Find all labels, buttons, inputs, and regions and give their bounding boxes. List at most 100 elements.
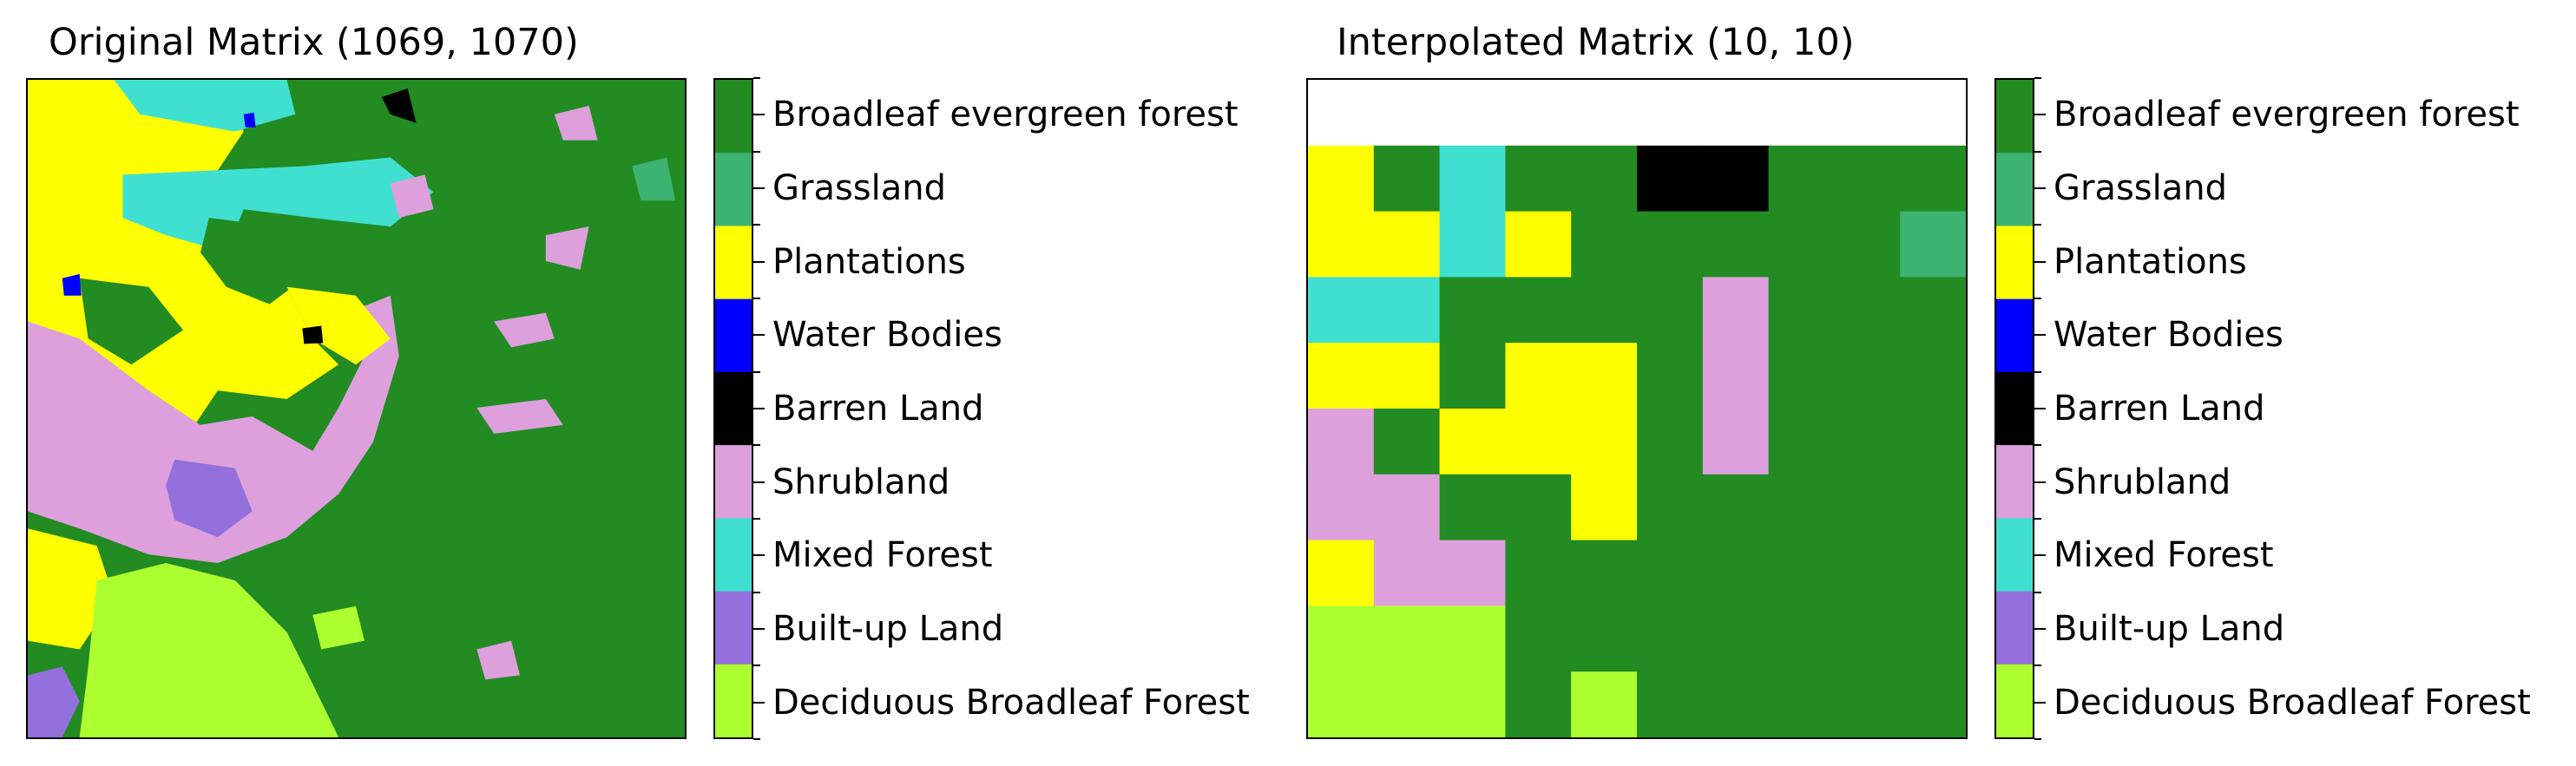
heatmap-cell-r5-c7 bbox=[1768, 409, 1835, 475]
heatmap-cell-r9-c6 bbox=[1702, 671, 1770, 737]
colorbar-minor-tick bbox=[753, 370, 760, 373]
colorbar-minor-tick bbox=[2034, 298, 2041, 299]
colorbar-minor-tick bbox=[2034, 591, 2041, 593]
colorbar-minor-tick bbox=[2034, 77, 2041, 79]
colorbar-swatch-interpolated-7 bbox=[1996, 591, 2033, 665]
colorbar-label: Shrubland bbox=[772, 462, 950, 502]
map-region-plantations-southwest bbox=[28, 528, 115, 650]
colorbar-swatch-original-1 bbox=[715, 153, 752, 226]
map-region-shrub-patch-3 bbox=[476, 399, 563, 434]
colorbar-minor-tick bbox=[753, 665, 760, 667]
heatmap-cell-r9-c2 bbox=[1439, 671, 1506, 737]
colorbar-swatch-original-8 bbox=[715, 664, 752, 737]
colorbar-swatch-interpolated-0 bbox=[1996, 80, 2033, 154]
heatmap-cell-r1-c3 bbox=[1505, 145, 1572, 213]
colorbar-label: Plantations bbox=[772, 241, 966, 282]
colorbar-label: Barren Land bbox=[772, 389, 984, 429]
heatmap-cell-r8-c9 bbox=[1900, 606, 1966, 672]
heatmap-cell-r6-c8 bbox=[1834, 474, 1901, 541]
colorbar-label: Broadleaf evergreen forest bbox=[2054, 95, 2520, 135]
heatmap-cell-r3-c2 bbox=[1439, 277, 1506, 344]
heatmap-cell-r1-c4 bbox=[1571, 145, 1638, 213]
heatmap-cell-r2-c4 bbox=[1571, 211, 1638, 278]
heatmap-cell-r7-c1 bbox=[1373, 540, 1441, 606]
heatmap-cell-r6-c3 bbox=[1505, 474, 1572, 541]
heatmap-cell-r6-c4 bbox=[1571, 474, 1638, 541]
colorbar-swatch-interpolated-3 bbox=[1996, 298, 2033, 373]
heatmap-cell-r5-c6 bbox=[1702, 409, 1770, 475]
heatmap-cell-r7-c8 bbox=[1834, 540, 1901, 606]
heatmap-cell-r2-c9 bbox=[1900, 211, 1966, 278]
heatmap-cell-r7-c3 bbox=[1505, 540, 1572, 606]
heatmap-cell-r9-c8 bbox=[1834, 671, 1901, 737]
heatmap-cell-r8-c8 bbox=[1834, 606, 1901, 672]
interpolated-matrix-heatmap bbox=[1306, 78, 1968, 739]
colorbar-major-tick bbox=[753, 114, 765, 116]
map-region-shrub-patch-2 bbox=[494, 312, 555, 348]
colorbar-minor-tick bbox=[753, 224, 760, 226]
colorbar-major-tick bbox=[2034, 334, 2046, 337]
heatmap-cell-r3-c8 bbox=[1834, 277, 1901, 344]
colorbar-minor-tick bbox=[753, 591, 760, 593]
heatmap-cell-r3-c7 bbox=[1768, 277, 1835, 344]
heatmap-cell-r4-c4 bbox=[1571, 343, 1638, 409]
heatmap-cell-r6-c1 bbox=[1373, 474, 1441, 541]
colorbar-swatch-original-4 bbox=[715, 371, 752, 446]
map-region-water-1 bbox=[62, 273, 82, 296]
map-region-grassland bbox=[632, 157, 676, 201]
heatmap-cell-r4-c0 bbox=[1308, 343, 1375, 409]
colorbar-major-tick bbox=[2034, 481, 2046, 483]
colorbar-minor-tick bbox=[2034, 150, 2041, 153]
colorbar-original bbox=[713, 78, 753, 739]
colorbar-major-tick bbox=[753, 187, 765, 189]
heatmap-cell-r9-c4 bbox=[1571, 671, 1638, 737]
colorbar-label: Mixed Forest bbox=[772, 535, 993, 576]
colorbar-minor-tick bbox=[2034, 370, 2041, 373]
heatmap-cell-r6-c9 bbox=[1900, 474, 1966, 541]
heatmap-cell-r5-c0 bbox=[1308, 409, 1375, 475]
colorbar-major-tick bbox=[753, 260, 765, 263]
colorbar-major-tick bbox=[2034, 701, 2046, 704]
heatmap-cell-r7-c7 bbox=[1768, 540, 1835, 606]
colorbar-label: Grassland bbox=[772, 168, 946, 208]
map-region-shrubland bbox=[28, 295, 399, 564]
colorbar-swatch-interpolated-6 bbox=[1996, 518, 2033, 593]
map-region-shrub-patch-5 bbox=[476, 640, 521, 680]
heatmap-cell-r8-c7 bbox=[1768, 606, 1835, 672]
map-region-shrub-patch-6 bbox=[554, 105, 598, 141]
heatmap-cell-r7-c4 bbox=[1571, 540, 1638, 606]
colorbar-label: Barren Land bbox=[2054, 389, 2265, 429]
heatmap-cell-r4-c1 bbox=[1373, 343, 1441, 409]
heatmap-cell-r2-c0 bbox=[1308, 211, 1375, 278]
colorbar-major-tick bbox=[753, 481, 765, 483]
heatmap-cell-r4-c3 bbox=[1505, 343, 1572, 409]
colorbar-label: Built-up Land bbox=[772, 609, 1004, 649]
colorbar-swatch-interpolated-8 bbox=[1996, 664, 2033, 737]
colorbar-swatch-original-3 bbox=[715, 298, 752, 373]
heatmap-cell-r7-c5 bbox=[1637, 540, 1704, 606]
heatmap-cell-r2-c8 bbox=[1834, 211, 1901, 278]
heatmap-cell-r1-c1 bbox=[1373, 145, 1441, 213]
colorbar-major-tick bbox=[753, 334, 765, 337]
map-region-built-up bbox=[166, 459, 253, 538]
heatmap-cell-r6-c5 bbox=[1637, 474, 1704, 541]
colorbar-major-tick bbox=[2034, 260, 2046, 263]
heatmap-cell-r1-c5 bbox=[1637, 145, 1704, 213]
colorbar-label: Water Bodies bbox=[772, 315, 1002, 356]
colorbar-minor-tick bbox=[753, 298, 760, 299]
heatmap-cell-r8-c6 bbox=[1702, 606, 1770, 672]
colorbar-swatch-interpolated-4 bbox=[1996, 371, 2033, 446]
heatmap-cell-r5-c9 bbox=[1900, 409, 1966, 475]
heatmap-cell-r9-c0 bbox=[1308, 671, 1375, 737]
heatmap-cell-r4-c6 bbox=[1702, 343, 1770, 409]
heatmap-cell-r8-c5 bbox=[1637, 606, 1704, 672]
heatmap-cell-r5-c4 bbox=[1571, 409, 1638, 475]
colorbar-label: Water Bodies bbox=[2054, 315, 2284, 356]
heatmap-cell-r1-c9 bbox=[1900, 145, 1966, 213]
heatmap-cell-r2-c5 bbox=[1637, 211, 1704, 278]
heatmap-cell-r4-c8 bbox=[1834, 343, 1901, 409]
heatmap-cell-r1-c0 bbox=[1308, 145, 1375, 213]
heatmap-cell-r3-c4 bbox=[1571, 277, 1638, 344]
colorbar-major-tick bbox=[753, 408, 765, 409]
heatmap-cell-r7-c9 bbox=[1900, 540, 1966, 606]
